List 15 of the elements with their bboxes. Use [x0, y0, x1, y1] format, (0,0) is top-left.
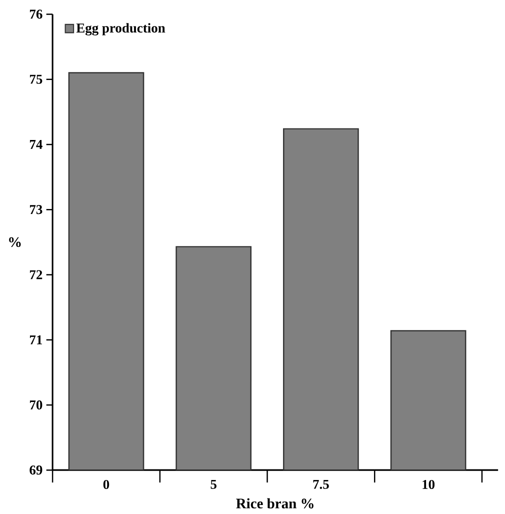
legend-label: Egg production — [76, 23, 166, 36]
y-tick-label: 76 — [30, 10, 42, 19]
x-tick-label: 7.5 — [313, 480, 329, 489]
y-tick-label: 71 — [30, 335, 42, 344]
y-tick-label: 70 — [30, 400, 42, 410]
x-axis-title: Rice bran % — [236, 498, 314, 508]
y-tick-label: 73 — [30, 205, 42, 214]
y-tick-label: 74 — [30, 140, 42, 149]
y-tick-label: 69 — [30, 466, 42, 475]
y-tick-label: 75 — [30, 74, 42, 84]
y-axis-title: % — [9, 237, 21, 248]
x-tick-label: 5 — [210, 480, 216, 489]
x-tick-label: 10 — [422, 480, 434, 490]
x-tick-label: 0 — [103, 480, 110, 490]
y-tick-label: 72 — [30, 270, 42, 280]
